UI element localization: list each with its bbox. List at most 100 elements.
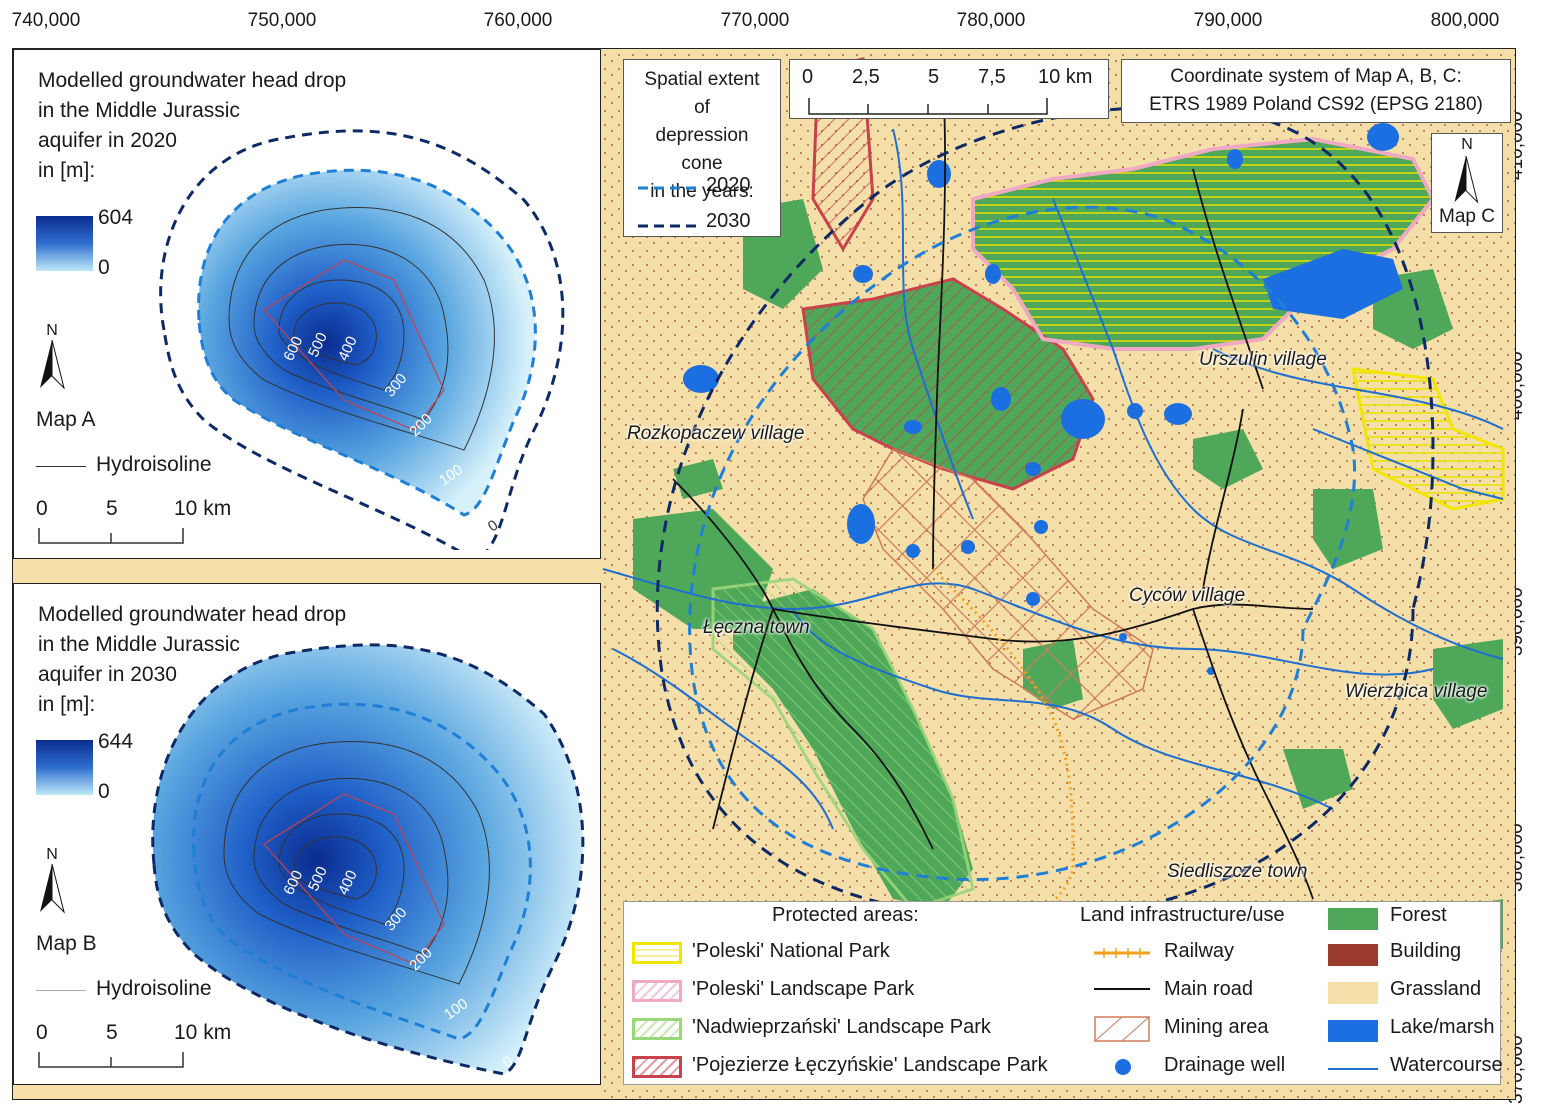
map-a-hydroisoline-swatch [36,466,86,467]
crs-line-2: ETRS 1989 Poland CS92 (EPSG 2180) [1149,94,1483,115]
main-scale-5: 5 [928,66,940,88]
legend-swatch-nadwieprz-lp [632,1018,682,1040]
legend-national-park: 'Poleski' National Park [692,940,890,962]
map-b-title-line-2: in the Middle Jurassic [38,633,240,656]
legend-pojezierze-lp: 'Pojezierze Łęczyńskie' Landscape Park [692,1054,1048,1076]
map-b-legend-min: 0 [98,780,110,803]
map-a-north-arrow-icon: N [38,322,66,395]
crs-box: Coordinate system of Map A, B, C: ETRS 1… [1121,59,1511,123]
map-c-label: Map C [1439,206,1495,227]
main-scale-2-5: 2,5 [852,66,880,88]
map-a-legend-gradient [36,216,93,271]
legend-mining-area: Mining area [1164,1016,1269,1038]
place-wierzbica: Wierzbica village [1345,681,1488,702]
map-c-north-label: N [1461,136,1473,153]
legend-swatch-lake [1328,1020,1378,1042]
legend-poleski-lp: 'Poleski' Landscape Park [692,978,915,1000]
legend-drainage-well: Drainage well [1164,1054,1286,1076]
tick-x-790000: 790,000 [1193,10,1263,31]
map-b-hydroisoline-swatch [36,990,86,991]
legend-swatch-drainage-well [1115,1059,1131,1075]
inset-map-a: 600 500 400 300 200 100 0 Modelled groun… [13,49,601,559]
tick-x-750000: 750,000 [247,10,317,31]
legend-swatch-building [1328,944,1378,966]
tick-x-780000: 780,000 [956,10,1026,31]
map-b-scale-0: 0 [36,1021,48,1044]
map-b-label: Map B [36,932,97,955]
cone-title-line-1: Spatial extent of [644,69,760,118]
crs-line-1: Coordinate system of Map A, B, C: [1170,66,1462,87]
legend-grassland: Grassland [1390,978,1482,1000]
cone-legend: Spatial extent of depression cone in the… [623,59,781,237]
legend-main-road: Main road [1164,978,1253,1000]
cone-title-line-2: depression cone [655,125,749,174]
map-a-north-label: N [46,322,58,339]
map-a-label: Map A [36,408,96,431]
tick-x-740000: 740,000 [11,10,81,31]
legend-swatch-forest [1328,908,1378,930]
cone-2030-swatch [638,224,698,228]
map-c-frame: 600 500 400 300 200 100 0 Modelled groun… [12,48,1516,1100]
main-scalebar: 0 2,5 5 7,5 10 km [789,59,1109,119]
map-a-hydroisoline-label: Hydroisoline [96,453,212,476]
place-rozkopaczew: Rozkopaczew village [627,423,805,444]
main-scale-10: 10 km [1038,66,1093,88]
legend-lake: Lake/marsh [1390,1016,1495,1038]
map-b-title-line-4: in [m]: [38,693,96,716]
place-cycow: Cyców village [1129,585,1246,606]
legend-swatch-national-park [632,942,682,964]
map-b-north-label: N [46,846,58,863]
main-scalebar-ticks [808,98,1048,115]
map-a-scale-0: 0 [36,497,48,520]
map-b-north-arrow-icon: N [38,846,66,919]
cone-2020-swatch [638,186,698,190]
map-b-scale-10: 10 km [174,1021,232,1044]
cone-title-line-3: in the years: [650,181,754,202]
tick-x-800000: 800,000 [1430,10,1500,31]
map-b-hydroisoline-label: Hydroisoline [96,977,212,1000]
legend-swatch-pojezierze-lp [632,1056,682,1078]
legend-swatch-main-road [1094,988,1150,990]
legend-swatch-poleski-lp [632,980,682,1002]
map-c-north-arrow-icon [1454,156,1479,204]
place-urszulin: Urszulin village [1199,349,1327,370]
cone-2030-label: 2030 [706,210,751,232]
legend-protected-title: Protected areas: [772,904,919,926]
tick-x-760000: 760,000 [483,10,553,31]
legend-swatch-railway [1094,948,1150,958]
map-a-legend-max: 604 [98,206,134,229]
map-b-title-line-3: aquifer in 2030 [38,663,177,686]
legend-building: Building [1390,940,1462,962]
map-b-legend-gradient [36,740,93,795]
map-a-scale-5: 5 [106,497,118,520]
map-a-scalebar [38,528,184,544]
legend-railway: Railway [1164,940,1235,962]
tick-x-770000: 770,000 [720,10,790,31]
map-a-title: Modelled groundwater head drop in the Mi… [38,66,346,186]
map-a-title-line-2: in the Middle Jurassic [38,99,240,122]
legend-infra-title: Land infrastructure/use [1080,904,1285,926]
legend-swatch-watercourse [1328,1068,1378,1070]
map-a-title-line-3: aquifer in 2020 [38,129,177,152]
map-b-title-line-1: Modelled groundwater head drop [38,603,347,626]
map-a-title-line-1: Modelled groundwater head drop [38,69,347,92]
map-a-heatmap: 600 500 400 300 200 100 0 [159,129,565,550]
map-a-title-line-4: in [m]: [38,159,96,182]
map-b-heatmap: 600 500 400 300 200 100 0 [151,643,585,1076]
legend-forest: Forest [1390,904,1447,926]
main-scale-0: 0 [802,66,814,88]
cone-2020-label: 2020 [706,174,751,196]
legend-nadwieprz-lp: 'Nadwieprzański' Landscape Park [692,1016,991,1038]
cone-legend-title: Spatial extent of depression cone in the… [634,66,770,206]
place-leczna: Łęczna town [703,617,810,638]
map-b-title: Modelled groundwater head drop in the Mi… [38,600,346,720]
legend-swatch-mining-area [1094,1016,1150,1042]
map-a-legend-min: 0 [98,256,110,279]
legend-swatch-grassland [1328,982,1378,1004]
legend-watercourse: Watercourse [1390,1054,1503,1076]
map-c-north-arrow: N Map C [1431,133,1503,233]
main-scale-7-5: 7,5 [978,66,1006,88]
map-b-scale-5: 5 [106,1021,118,1044]
map-legend: Protected areas: 'Poleski' National Park… [623,901,1503,1085]
place-siedliszcze: Siedliszcze town [1167,861,1308,882]
